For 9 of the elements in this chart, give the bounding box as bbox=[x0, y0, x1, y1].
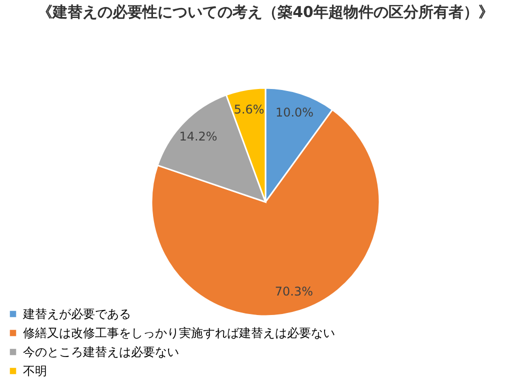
legend-label: 今のところ建替えは必要ない bbox=[23, 345, 179, 359]
chart-title: 《建替えの必要性についての考え（築40年超物件の区分所有者）》 bbox=[38, 3, 494, 21]
data-label: 5.6% bbox=[234, 102, 264, 116]
data-label: 70.3% bbox=[274, 284, 314, 299]
legend-label: 修繕又は改修工事をしっかり実施すれば建替えは必要ない bbox=[23, 326, 335, 340]
data-label: 10.0% bbox=[275, 106, 314, 120]
legend-label: 建替えが必要である bbox=[22, 307, 131, 321]
legend-label: 不明 bbox=[23, 364, 47, 378]
data-label: 14.2% bbox=[179, 129, 218, 144]
